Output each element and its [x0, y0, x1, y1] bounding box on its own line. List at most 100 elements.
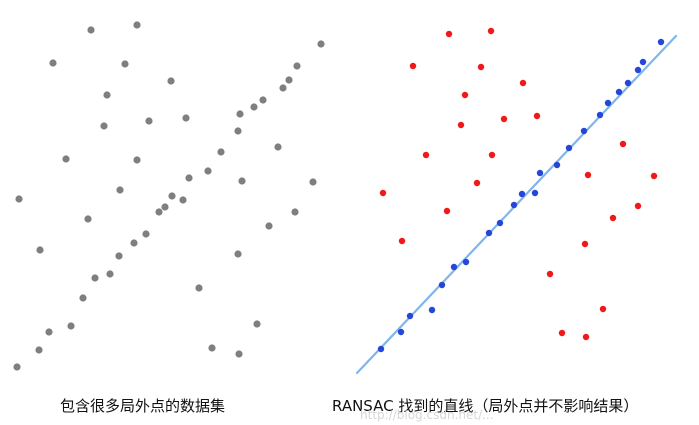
inliers-point-20: [634, 66, 642, 74]
left-caption: 包含很多局外点的数据集: [60, 397, 226, 415]
outliers-point-23: [558, 329, 566, 337]
data-point-17: [285, 76, 293, 84]
data-point-44: [265, 222, 273, 230]
inliers-point-9: [510, 201, 518, 209]
outliers-point-10: [488, 151, 496, 159]
data-point-15: [317, 40, 325, 48]
data-point-28: [155, 208, 163, 216]
data-point-13: [84, 215, 92, 223]
data-point-48: [208, 344, 216, 352]
data-point-36: [45, 328, 53, 336]
outliers-point-8: [533, 112, 541, 120]
outliers-point-1: [487, 27, 495, 35]
data-point-38: [13, 363, 21, 371]
outliers-point-15: [619, 140, 627, 148]
data-point-49: [235, 350, 243, 358]
inliers-point-18: [615, 88, 623, 96]
right-ransac-panel: [355, 27, 678, 375]
outliers-point-17: [650, 172, 658, 180]
data-point-18: [279, 84, 287, 92]
data-point-33: [91, 274, 99, 282]
data-point-47: [253, 320, 261, 328]
inliers-point-5: [450, 263, 458, 271]
outliers-point-2: [409, 62, 417, 70]
data-point-24: [204, 167, 212, 175]
data-point-16: [293, 62, 301, 70]
data-point-46: [195, 284, 203, 292]
data-point-1: [133, 21, 141, 29]
outliers-point-24: [582, 333, 590, 341]
data-point-8: [182, 114, 190, 122]
inliers-point-7: [485, 229, 493, 237]
inliers-point-12: [536, 169, 544, 177]
data-point-43: [291, 208, 299, 216]
data-point-6: [100, 122, 108, 130]
outliers-point-5: [461, 91, 469, 99]
inliers-point-15: [580, 127, 588, 135]
data-point-12: [15, 195, 23, 203]
inliers-point-11: [531, 189, 539, 197]
outliers-point-16: [584, 171, 592, 179]
outliers-point-18: [609, 214, 617, 222]
outliers-point-12: [379, 189, 387, 197]
right-caption: RANSAC 找到的直线（局外点并不影响结果）: [332, 397, 639, 415]
outliers-point-0: [445, 30, 453, 38]
inliers-point-0: [377, 345, 385, 353]
data-point-5: [103, 91, 111, 99]
inliers-point-17: [604, 99, 612, 107]
data-point-41: [309, 178, 317, 186]
watermark: http://blog.csdn.net/...: [360, 408, 494, 422]
data-point-39: [274, 143, 282, 151]
inliers-point-3: [428, 306, 436, 314]
data-point-25: [185, 174, 193, 182]
data-point-26: [168, 192, 176, 200]
inliers-point-8: [496, 219, 504, 227]
outliers-point-11: [473, 179, 481, 187]
inliers-point-19: [624, 79, 632, 87]
inliers-point-21: [639, 58, 647, 66]
data-point-35: [67, 322, 75, 330]
outliers-point-13: [443, 207, 451, 215]
data-point-37: [35, 346, 43, 354]
inliers-point-16: [596, 111, 604, 119]
outliers-point-6: [457, 121, 465, 129]
outliers-point-14: [398, 237, 406, 245]
data-point-7: [145, 117, 153, 125]
inliers-point-13: [553, 161, 561, 169]
data-point-40: [238, 177, 246, 185]
data-point-45: [234, 250, 242, 258]
outliers-point-9: [422, 151, 430, 159]
data-point-30: [130, 239, 138, 247]
data-point-31: [115, 252, 123, 260]
outliers-point-3: [477, 63, 485, 71]
data-point-11: [116, 186, 124, 194]
data-point-32: [106, 270, 114, 278]
inliers-point-1: [397, 328, 405, 336]
data-point-4: [167, 77, 175, 85]
data-point-0: [87, 26, 95, 34]
left-scatter-panel: [13, 21, 325, 371]
outliers-point-7: [500, 115, 508, 123]
outliers-point-21: [546, 270, 554, 278]
outliers-point-4: [519, 79, 527, 87]
data-point-22: [234, 127, 242, 135]
data-point-23: [217, 148, 225, 156]
data-point-10: [133, 156, 141, 164]
data-point-29: [142, 230, 150, 238]
outliers-point-22: [599, 305, 607, 313]
inliers-point-4: [438, 281, 446, 289]
data-point-27: [161, 203, 169, 211]
data-point-19: [259, 96, 267, 104]
inliers-point-10: [518, 190, 526, 198]
data-point-3: [121, 60, 129, 68]
data-point-21: [236, 110, 244, 118]
data-point-9: [62, 155, 70, 163]
data-point-2: [49, 59, 57, 67]
inliers-point-6: [462, 258, 470, 266]
data-point-42: [179, 196, 187, 204]
inliers-point-22: [657, 38, 665, 46]
inliers-point-14: [565, 144, 573, 152]
data-point-20: [250, 103, 258, 111]
outliers-point-19: [634, 202, 642, 210]
